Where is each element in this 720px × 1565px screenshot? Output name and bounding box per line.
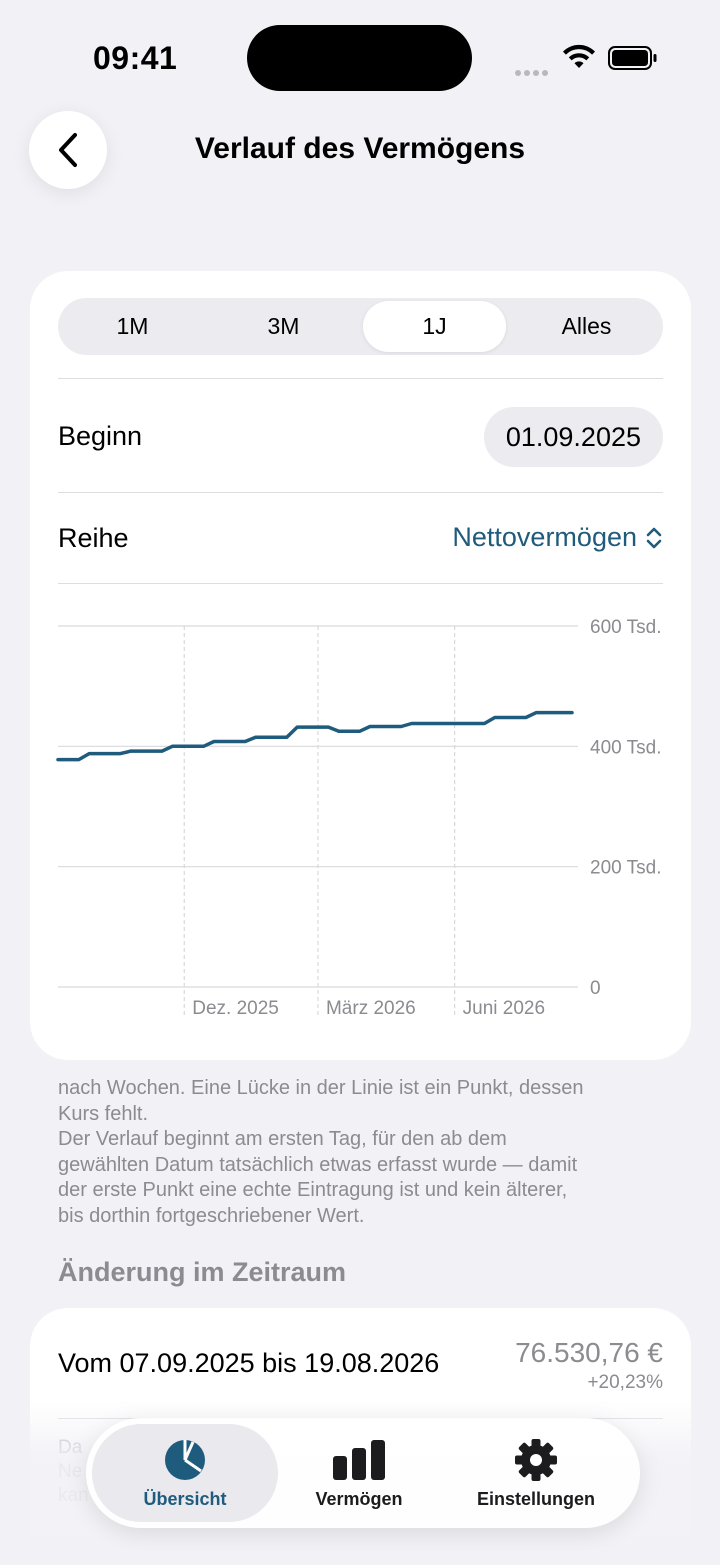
status-bar: 09:41: [0, 0, 720, 110]
y-tick-label: 0: [590, 978, 601, 999]
footnote-line: der erste Punkt eine echte Eintragung is…: [58, 1179, 568, 1201]
tab-settings-label: Einstellungen: [476, 1488, 595, 1509]
change-amount: 76.530,76 €: [515, 1337, 663, 1368]
chart-footnote: nach Wochen. Eine Lücke in der Linie ist…: [58, 1076, 663, 1229]
footnote-line: gewählten Datum tatsächlich etwas erfass…: [58, 1153, 578, 1176]
tab-assets-label: Vermögen: [315, 1488, 403, 1509]
start-date-picker[interactable]: 01.09.2025: [483, 407, 663, 467]
range-segmented-control: 1M 3M 1J Alles: [58, 298, 663, 355]
start-label: Beginn: [58, 421, 143, 451]
chevron-left-icon: [59, 133, 77, 167]
cellular-signal-icon: [515, 63, 551, 81]
range-option-1j[interactable]: 1J: [363, 301, 506, 352]
series-picker-value: Nettovermögen: [452, 522, 637, 552]
back-button[interactable]: [29, 111, 107, 189]
y-tick-label: 600 Tsd.: [590, 617, 661, 638]
range-option-3m[interactable]: 3M: [267, 313, 300, 339]
tab-assets[interactable]: Vermögen: [278, 1424, 440, 1522]
pie-chart-icon: [165, 1439, 205, 1480]
series-line: [56, 710, 574, 762]
footnote-line: Der Verlauf beginnt am ersten Tag, für d…: [58, 1128, 507, 1150]
x-tick-label: März 2026: [326, 998, 416, 1019]
range-option-1m[interactable]: 1M: [116, 313, 149, 339]
y-tick-label: 400 Tsd.: [590, 737, 661, 758]
section-title-change: Änderung im Zeitraum: [58, 1257, 347, 1287]
tab-overview[interactable]: Übersicht: [92, 1424, 278, 1522]
tab-overview-label: Übersicht: [143, 1488, 227, 1509]
divider: [58, 583, 663, 584]
series-picker[interactable]: Nettovermögen: [452, 522, 663, 553]
change-range: Vom 07.09.2025 bis 19.08.2026: [58, 1348, 440, 1378]
net-worth-line-chart: 600 Tsd. 400 Tsd. 200 Tsd. 0 Dez. 2025 März 2…: [56, 617, 661, 1019]
series-label: Reihe: [58, 523, 129, 553]
dynamic-island: [247, 25, 472, 91]
wifi-icon: [563, 44, 595, 68]
footnote-line: Kurs fehlt.: [58, 1102, 149, 1125]
divider: [58, 492, 663, 493]
range-option-all[interactable]: Alles: [561, 313, 612, 339]
bar-chart-icon: [333, 1439, 385, 1480]
battery-icon: [608, 46, 657, 70]
chevron-up-down-icon: [646, 527, 662, 548]
gear-icon: [515, 1438, 557, 1481]
footnote-line: nach Wochen. Eine Lücke in der Linie ist…: [58, 1077, 584, 1099]
tab-bar: Übersicht Vermögen: [86, 1418, 640, 1528]
change-percent: +20,23%: [587, 1372, 663, 1393]
footnote-line: bis dorthin fortgeschriebener Wert.: [58, 1204, 365, 1227]
divider: [58, 378, 663, 379]
history-card: 1M 3M 1J Alles Beginn 01.09.2025 Reihe N…: [30, 271, 691, 1060]
y-tick-label: 200 Tsd.: [590, 858, 661, 879]
x-tick-label: Dez. 2025: [192, 998, 279, 1019]
x-tick-label: Juni 2026: [463, 998, 545, 1019]
status-time: 09:41: [93, 40, 178, 76]
page-title: Verlauf des Vermögens: [194, 132, 526, 165]
tab-settings[interactable]: Einstellungen: [456, 1424, 616, 1522]
